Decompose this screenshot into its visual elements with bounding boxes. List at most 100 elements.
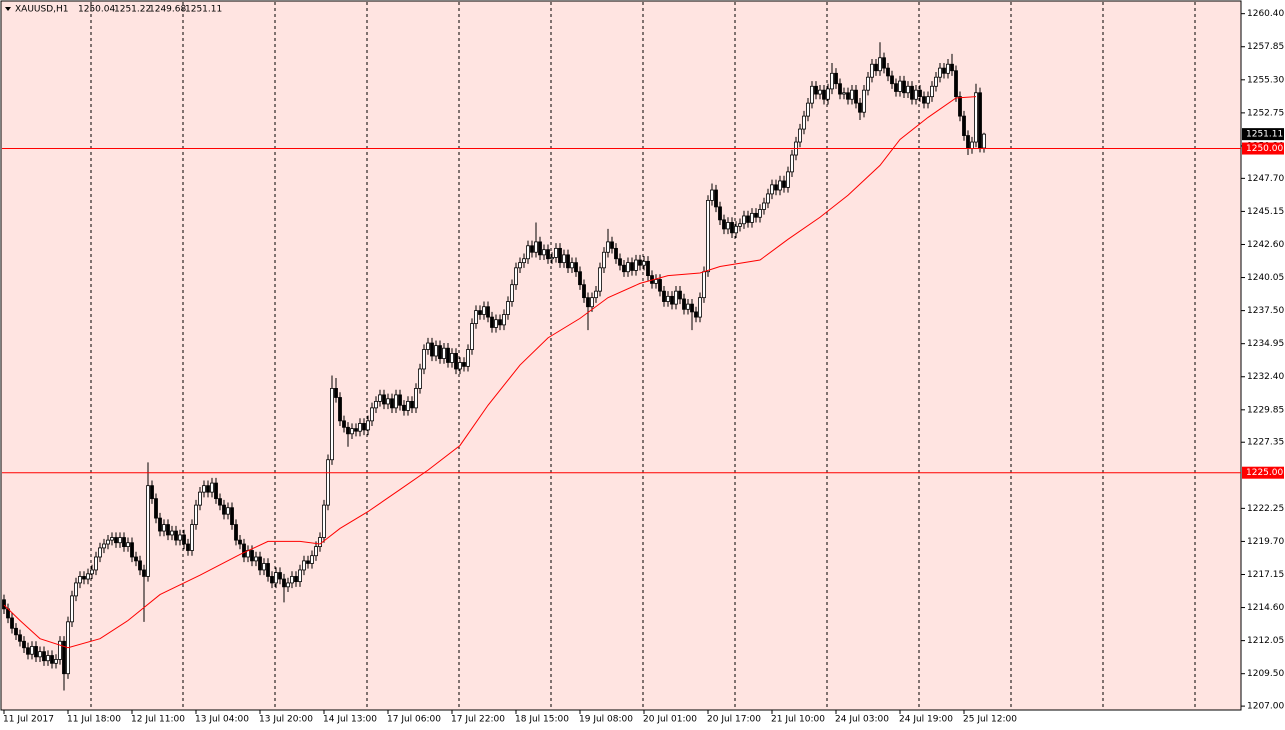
x-tick-label: 20 Jul 01:00 [643, 715, 697, 725]
candle-body [966, 135, 970, 149]
candle-body [902, 80, 906, 94]
candle-body [634, 259, 638, 271]
candle-body [98, 547, 102, 558]
x-tick-label: 12 Jul 11:00 [131, 715, 185, 725]
candle-body [258, 556, 262, 571]
candle-body [926, 96, 930, 104]
candle-body [590, 297, 594, 308]
x-tick-label: 14 Jul 13:00 [323, 715, 377, 725]
candle-body [834, 72, 838, 85]
candle-body [602, 251, 606, 269]
candle-body [706, 199, 710, 273]
candle-body [906, 85, 910, 94]
header-low: 1249.68 [149, 5, 186, 15]
candle-body [750, 212, 754, 223]
candle-body [814, 85, 818, 95]
candle-body [26, 647, 30, 655]
candle-body [910, 85, 914, 100]
candle-body [930, 85, 934, 98]
candle-body [646, 260, 650, 277]
candle-body [330, 388, 334, 461]
candle-body [882, 57, 886, 69]
y-tick-label: 1247.70 [1247, 174, 1284, 184]
candle-body [286, 582, 290, 588]
candle-body [82, 576, 86, 580]
candle-body [970, 141, 974, 149]
candle-body [226, 507, 230, 515]
candle-body [214, 482, 218, 500]
candle-body [234, 524, 238, 541]
y-tick-label: 1245.15 [1247, 207, 1284, 217]
y-tick-label: 1209.50 [1247, 669, 1284, 679]
candle-body [934, 76, 938, 87]
candle-body [450, 353, 454, 363]
y-tick-label: 1255.30 [1247, 75, 1284, 85]
candle-body [674, 290, 678, 305]
candle-body [430, 342, 434, 357]
candle-body [442, 347, 446, 359]
x-tick-label: 11 Jul 2017 [3, 715, 54, 725]
candle-body [698, 297, 702, 318]
candle-body [174, 530, 178, 541]
candle-body [358, 423, 362, 432]
candle-body [738, 223, 742, 227]
candle-body [318, 537, 322, 548]
y-tick-label: 1240.05 [1247, 273, 1284, 283]
candle-body [18, 634, 22, 642]
level-label-box [1242, 142, 1284, 155]
candle-body [102, 543, 106, 549]
candle-body [658, 279, 662, 292]
candle-body [302, 560, 306, 571]
candle-body [146, 485, 150, 577]
candle-body [394, 394, 398, 409]
candle-body [378, 394, 382, 402]
moving-average [3, 96, 977, 649]
candle-body [886, 67, 890, 77]
candle-body [34, 646, 38, 658]
candle-body [962, 115, 966, 136]
candle-body [582, 284, 586, 299]
level-label: 1250.00 [1246, 144, 1283, 154]
candle-body [122, 537, 126, 548]
x-tick-label: 19 Jul 08:00 [579, 715, 633, 725]
candle-body [310, 555, 314, 564]
plot-area [0, 0, 1242, 711]
candle-body [54, 659, 58, 664]
candle-body [858, 102, 862, 113]
candle-body [598, 267, 602, 292]
candle-body [574, 262, 578, 273]
candle-body [730, 222, 734, 234]
candle-body [558, 247, 562, 264]
candle-body [118, 537, 122, 544]
candle-body [314, 546, 318, 557]
x-tick-label: 17 Jul 22:00 [451, 715, 505, 725]
y-tick-label: 1219.70 [1247, 537, 1284, 547]
candle-body [686, 303, 690, 310]
y-tick-label: 1227.35 [1247, 438, 1284, 448]
candle-body [106, 539, 110, 545]
candle-body [354, 428, 358, 432]
symbol: XAUUSD,H1 [15, 5, 69, 15]
candle-body [938, 67, 942, 78]
header-close: 1251.11 [185, 5, 222, 15]
candle-body [846, 92, 850, 100]
candle-body [478, 310, 482, 315]
x-tick-label: 21 Jul 10:00 [771, 715, 825, 725]
x-tick-label: 17 Jul 06:00 [387, 715, 441, 725]
candle-body [206, 485, 210, 493]
x-tick-label: 25 Jul 12:00 [963, 715, 1017, 725]
candle-body [562, 254, 566, 264]
separators [90, 2, 1196, 710]
candle-body [870, 63, 874, 78]
candle-body [190, 524, 194, 551]
candle-body [850, 89, 854, 100]
candle-body [518, 262, 522, 269]
candle-body [406, 400, 410, 411]
candle-body [534, 241, 538, 253]
candle-body [878, 57, 882, 72]
candle-body [670, 295, 674, 305]
y-tick-label: 1212.05 [1247, 636, 1284, 646]
candle-body [594, 290, 598, 299]
y-tick-label: 1242.60 [1247, 240, 1284, 250]
candle-body [778, 180, 782, 191]
